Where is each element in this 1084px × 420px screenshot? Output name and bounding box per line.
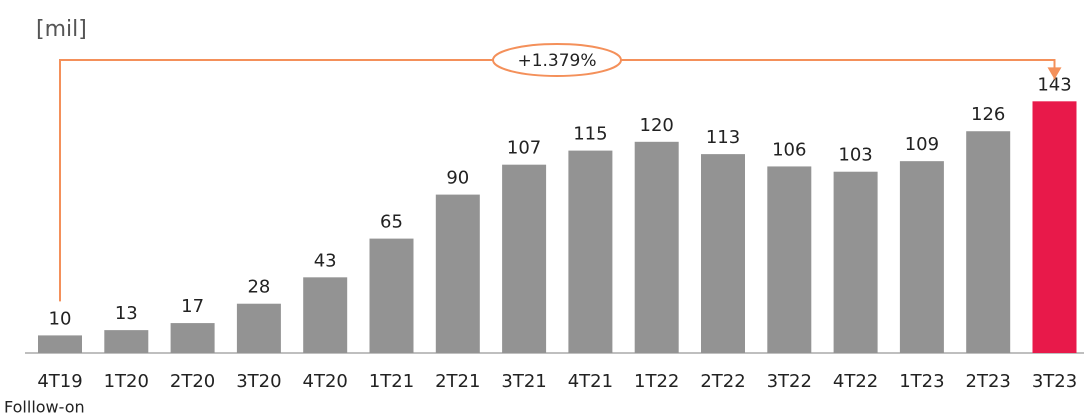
value-label: 13	[115, 303, 138, 324]
value-label: 103	[838, 145, 872, 166]
value-label: 90	[446, 168, 469, 189]
bar	[369, 238, 414, 353]
x-tick-label: 2T23	[966, 371, 1011, 392]
value-label: 17	[181, 296, 204, 317]
value-label: 109	[905, 134, 939, 155]
x-tick-label: 4T21	[568, 371, 613, 392]
annotation-bubble	[492, 43, 622, 77]
bar	[966, 131, 1011, 353]
x-tick-label: 2T22	[700, 371, 745, 392]
value-label: 126	[971, 104, 1005, 125]
value-label: 43	[314, 250, 337, 271]
x-tick-label: 3T20	[236, 371, 281, 392]
annotation: +1.379%	[517, 51, 596, 71]
x-tick-label: 2T21	[435, 371, 480, 392]
bar	[38, 335, 82, 353]
bar	[170, 323, 215, 353]
value-label: 113	[706, 127, 740, 148]
bar	[634, 141, 679, 353]
x-tick-label: 1T23	[899, 371, 944, 392]
arrow-head	[1047, 67, 1062, 80]
value-label: 143	[1037, 74, 1071, 95]
bar	[1032, 101, 1077, 353]
x-tick-label: 1T22	[634, 371, 679, 392]
value-label: 28	[247, 277, 270, 298]
x-tick-label: 3T23	[1032, 371, 1077, 392]
bar	[303, 277, 348, 353]
bar	[236, 303, 281, 353]
value-label: 106	[772, 139, 806, 160]
unit-label: [mil]	[36, 17, 87, 42]
bar	[701, 154, 745, 353]
x-tick-label: 4T19	[37, 371, 82, 392]
value-label: 10	[49, 308, 72, 329]
x-tick-label: 2T20	[170, 371, 215, 392]
value-label: 65	[380, 212, 403, 233]
value-label: 115	[573, 124, 607, 145]
bar	[502, 164, 547, 353]
bar	[899, 161, 944, 353]
bar	[767, 166, 812, 353]
bar	[568, 150, 613, 353]
x-tick-label: 3T22	[767, 371, 812, 392]
x-tick-label: 1T20	[104, 371, 149, 392]
footnote: Folllow-on	[4, 398, 85, 417]
x-tick-label: 4T22	[833, 371, 878, 392]
value-label: 107	[507, 138, 541, 159]
x-tick-label: 4T20	[303, 371, 348, 392]
x-tick-label: 3T21	[501, 371, 546, 392]
bar	[833, 171, 878, 353]
x-tick-label: 1T21	[369, 371, 414, 392]
bar	[104, 330, 149, 353]
bar	[435, 194, 480, 353]
value-label: 120	[640, 115, 674, 136]
